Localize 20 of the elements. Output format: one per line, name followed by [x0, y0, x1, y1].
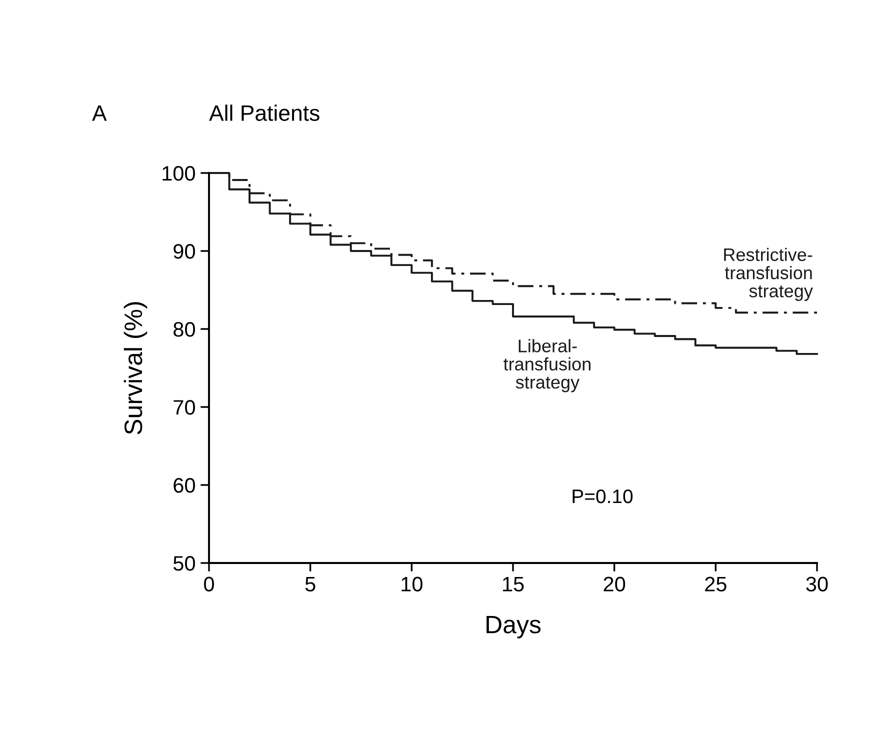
y-tick-label: 100: [162, 166, 195, 181]
annotation: P=0.10: [572, 489, 633, 504]
x-tick-label: 0: [204, 576, 214, 592]
x-axis-title: Days: [486, 616, 541, 638]
x-tick-label: 30: [806, 576, 828, 592]
y-tick-label: 90: [174, 244, 195, 259]
series-label: Liberal- transfusion strategy: [504, 339, 590, 392]
x-tick-label: 5: [305, 576, 316, 592]
x-tick-label: 15: [503, 576, 524, 592]
series-label: Restrictive- transfusion strategy: [724, 248, 813, 301]
chart-title: All Patients: [209, 104, 320, 121]
y-tick-label: 50: [173, 556, 195, 571]
text: A: [92, 105, 107, 121]
y-tick-label: 70: [174, 400, 195, 415]
x-tick-label: 25: [705, 576, 726, 592]
x-tick-label: 20: [604, 576, 626, 592]
y-tick-label: 80: [174, 322, 195, 337]
x-tick-label: 10: [402, 576, 422, 592]
y-axis-title: Survival (%): [124, 302, 148, 434]
y-tick-label: 60: [174, 478, 195, 493]
